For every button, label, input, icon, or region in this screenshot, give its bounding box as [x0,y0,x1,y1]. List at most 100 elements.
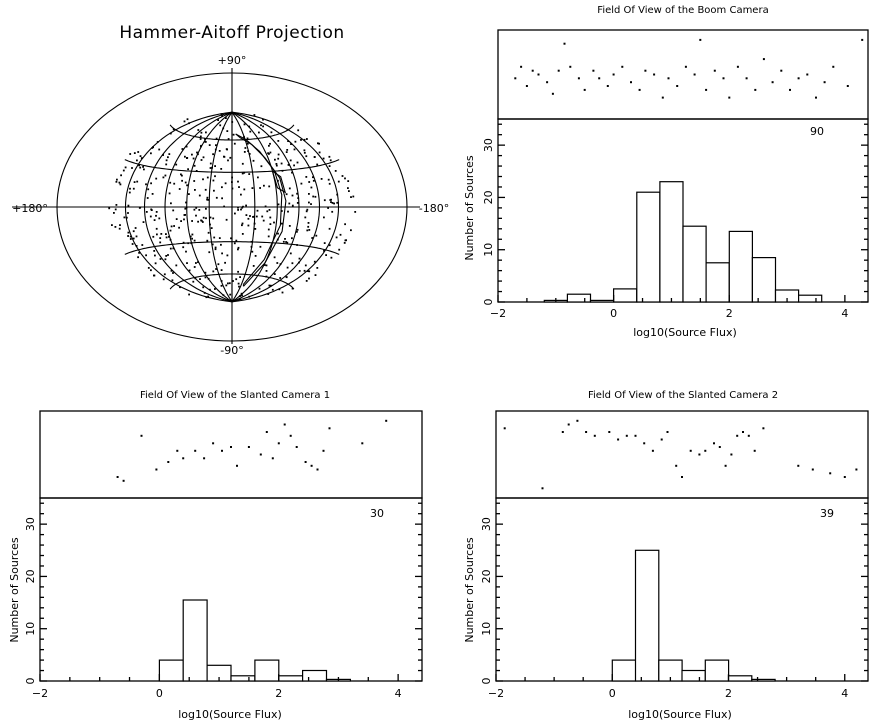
source-point [118,181,121,184]
source-point [185,206,188,209]
source-point [134,227,137,229]
source-point [253,222,256,225]
source-point [153,250,156,252]
source-point [308,270,311,273]
strip-source-point [689,449,692,452]
aitoff-fov-trace [235,133,283,285]
source-point [316,267,319,269]
source-point [335,236,338,239]
strip-source-point [140,434,143,437]
source-point [189,235,192,238]
source-point [313,156,316,158]
y-tick-label: 10 [24,622,37,636]
source-point [172,247,175,250]
source-point [132,230,135,233]
source-point [268,209,271,211]
source-point [287,164,290,166]
source-point [204,138,206,141]
source-point [263,184,265,187]
strip-source-point [271,457,274,460]
source-point [344,239,347,242]
source-point [221,252,223,255]
source-point [212,217,215,220]
histogram-frame [495,497,869,682]
source-point [273,256,276,259]
source-point [264,205,267,208]
source-point [207,277,210,280]
source-point [276,262,279,264]
source-point [229,293,232,296]
source-point [172,209,175,212]
source-point [225,148,228,150]
y-tick-label: 30 [24,517,37,531]
x-axis-label: log10(Source Flux) [178,708,282,721]
source-point [165,159,168,162]
histogram-bar [254,659,280,682]
source-point [293,164,295,167]
source-point [262,118,264,121]
source-point [297,197,300,199]
source-point [220,284,223,287]
source-point [253,215,255,218]
source-point [291,237,293,240]
source-point [347,180,350,182]
histogram-bar [705,262,730,303]
source-point [152,235,155,238]
histogram-bar [636,191,661,303]
source-point [227,138,230,140]
source-point [175,218,178,220]
source-point [195,214,197,217]
strip-source-point [643,442,646,445]
source-point [233,242,236,245]
source-point [241,172,244,175]
source-point [291,287,294,290]
source-point [296,161,299,164]
source-point [241,224,243,227]
x-axis-label: log10(Source Flux) [628,708,732,721]
strip-source-point [598,77,601,80]
strip-source-point [561,431,564,433]
source-point [323,249,325,252]
source-point [224,182,227,185]
source-point [208,251,211,254]
source-point [330,201,332,203]
strip-source-point [797,77,800,80]
histogram-bar [704,659,730,682]
source-point [254,228,257,230]
strip-source-point [713,69,716,72]
source-point [162,278,165,281]
histogram-bar [230,675,256,682]
source-point [344,223,346,226]
source-point [287,140,289,142]
source-point [205,207,207,210]
source-point [308,181,311,183]
panel-title: Field Of View of the Boom Camera [597,5,768,16]
source-point [150,269,152,272]
source-point [296,230,298,233]
source-point [239,276,241,278]
source-point [133,181,136,183]
source-point [305,176,308,178]
strip-source-point [585,431,588,433]
strip-frame [39,410,423,499]
source-point [223,155,225,158]
strip-source-point [221,449,223,452]
strip-source-point [681,476,683,478]
source-point [194,277,197,280]
source-point [184,214,186,216]
source-point [298,270,301,272]
histogram-bar [611,659,637,682]
source-point [259,245,262,248]
histogram-bar [682,225,707,303]
source-point [241,222,244,225]
source-point [193,266,196,268]
strip-source-point [577,77,580,80]
histogram-bar [302,669,328,682]
strip-source-point [815,96,817,99]
source-point [201,221,204,223]
strip-source-point [644,69,647,72]
source-point [156,233,158,236]
source-point [154,262,157,265]
source-point [178,226,180,229]
